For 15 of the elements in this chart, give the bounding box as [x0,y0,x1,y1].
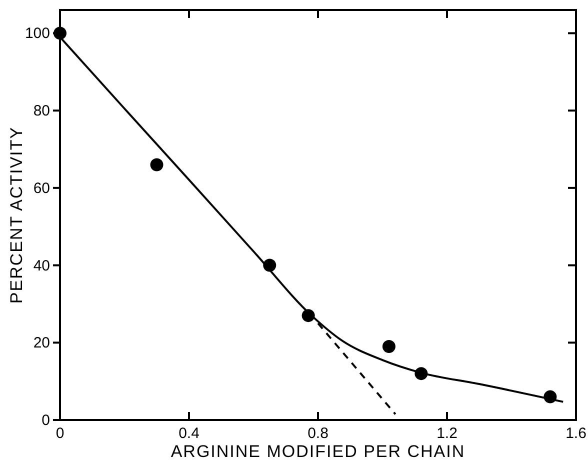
point [150,158,164,172]
x-tick-label: 0.8 [308,425,328,442]
point [382,340,396,354]
x-tick-label: 0 [56,425,64,442]
x-tick-label: 0.4 [178,425,200,442]
y-tick-label: 40 [33,257,50,274]
y-tick-label: 100 [24,25,50,42]
y-tick-label: 20 [33,334,50,352]
y-tick-label: 0 [42,412,50,429]
y-tick-label: 80 [33,102,50,120]
y-axis-title: PERCENT ACTIVITY [7,126,26,304]
x-tick-label: 1.6 [566,425,586,442]
x-tick-label: 1.2 [436,425,458,442]
x-axis-title: ARGININE MODIFIED PER CHAIN [170,442,466,461]
y-tick-label: 60 [33,180,50,197]
